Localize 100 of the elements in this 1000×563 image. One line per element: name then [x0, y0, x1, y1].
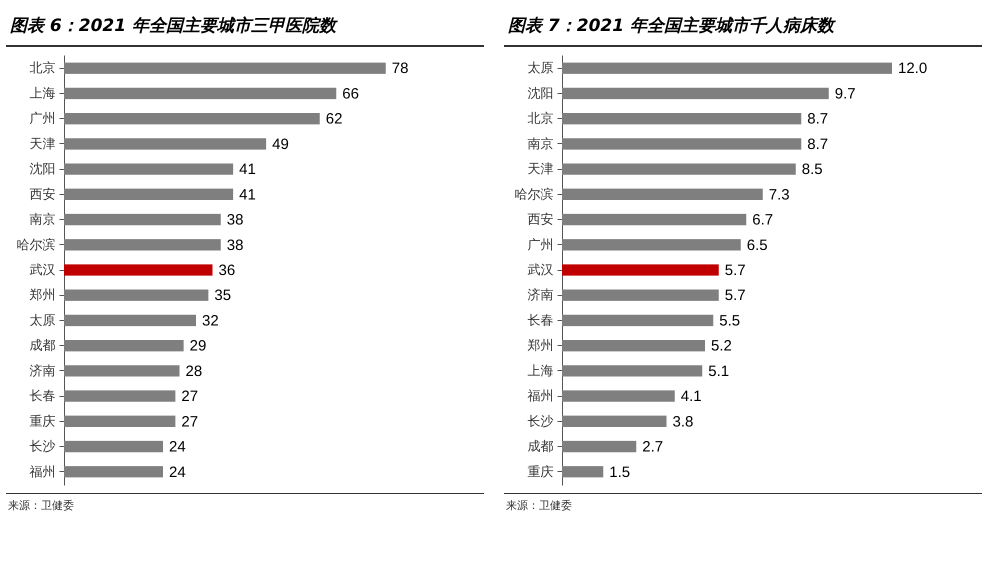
bar [562, 466, 604, 478]
data-label: 29 [190, 338, 206, 355]
data-label: 27 [181, 388, 198, 406]
y-tick-label: 武汉 [528, 263, 554, 278]
bar [64, 163, 234, 175]
bar [562, 113, 802, 124]
bar [64, 62, 386, 74]
bar [562, 264, 719, 276]
bar [64, 416, 176, 427]
data-label: 24 [169, 464, 186, 481]
bar [64, 390, 176, 402]
bar [562, 214, 746, 226]
y-tick-label: 天津 [30, 136, 56, 152]
y-tick-label: 济南 [528, 288, 554, 304]
bar [64, 113, 320, 124]
data-label: 9.7 [834, 85, 856, 102]
y-tick-label: 北京 [30, 61, 56, 76]
y-tick-label: 广州 [30, 112, 56, 127]
y-tick-label: 上海 [528, 364, 554, 379]
data-label: 5.5 [719, 312, 740, 330]
data-label: 2.7 [642, 438, 664, 456]
bar [64, 214, 221, 226]
data-label: 7.3 [768, 186, 790, 204]
bar [562, 365, 702, 377]
data-label: 36 [218, 262, 236, 279]
bar [64, 264, 212, 276]
bar [64, 239, 221, 250]
source-note: 来源：卫健委 [6, 493, 484, 517]
data-label: 1.5 [609, 464, 630, 481]
chart-title: 图表 6：2021 年全国主要城市三甲医院数 [6, 8, 484, 47]
bar [64, 440, 163, 452]
y-tick-label: 福州 [30, 464, 56, 480]
bar [562, 62, 892, 74]
y-tick-label: 太原 [528, 61, 554, 76]
data-label: 6.7 [752, 212, 774, 229]
data-label: 8.7 [807, 110, 828, 128]
y-tick-label: 郑州 [30, 288, 56, 304]
data-label: 5.7 [724, 262, 746, 279]
data-label: 8.7 [807, 136, 828, 153]
y-tick-label: 太原 [30, 313, 56, 328]
bar [562, 163, 796, 175]
data-label: 38 [226, 212, 244, 229]
bar [562, 138, 802, 150]
y-tick-label: 长沙 [30, 440, 56, 455]
y-tick-label: 重庆 [30, 414, 56, 430]
bar [562, 314, 714, 326]
data-label: 24 [169, 438, 186, 456]
y-tick-label: 西安 [528, 212, 554, 228]
y-tick-label: 广州 [528, 238, 554, 253]
bar [64, 314, 196, 326]
bar [562, 340, 705, 352]
y-tick-label: 西安 [30, 186, 56, 202]
data-label: 27 [181, 413, 198, 430]
data-label: 6.5 [746, 236, 768, 254]
y-tick-label: 上海 [30, 86, 56, 102]
data-label: 5.7 [724, 287, 746, 304]
bar [562, 290, 719, 301]
y-tick-label: 沈阳 [528, 86, 554, 102]
bar [64, 340, 184, 352]
bar [562, 390, 675, 402]
y-tick-label: 哈尔滨 [16, 236, 56, 253]
data-label: 28 [186, 362, 202, 380]
y-tick-label: 济南 [30, 364, 56, 379]
y-tick-label: 沈阳 [30, 162, 56, 178]
y-tick-label: 郑州 [528, 338, 554, 354]
data-label: 35 [214, 287, 232, 304]
data-label: 32 [202, 312, 219, 330]
bar [562, 416, 666, 427]
bar [64, 88, 336, 100]
bar [64, 365, 180, 377]
bar [64, 290, 208, 301]
data-label: 38 [226, 236, 244, 254]
data-label: 41 [239, 186, 256, 204]
bar [562, 188, 763, 200]
y-tick-label: 北京 [528, 112, 554, 127]
y-tick-label: 成都 [30, 338, 56, 354]
y-tick-label: 南京 [528, 136, 554, 152]
y-tick-label: 武汉 [30, 263, 56, 278]
y-tick-label: 南京 [30, 212, 56, 228]
data-label: 4.1 [680, 388, 702, 406]
bar [562, 440, 636, 452]
data-label: 8.5 [802, 161, 823, 178]
bar [64, 466, 163, 478]
data-label: 49 [272, 136, 289, 153]
y-tick-label: 长春 [528, 313, 554, 328]
y-tick-label: 天津 [528, 162, 554, 178]
y-tick-label: 福州 [528, 389, 554, 404]
y-tick-label: 哈尔滨 [514, 186, 554, 202]
data-label: 3.8 [672, 413, 694, 430]
data-label: 62 [326, 110, 342, 128]
data-label: 78 [392, 60, 408, 78]
data-label: 12.0 [898, 60, 928, 78]
bar [64, 188, 234, 200]
y-tick-label: 重庆 [528, 464, 554, 480]
y-tick-label: 长沙 [528, 414, 554, 430]
chart-title: 图表 7：2021 年全国主要城市千人病床数 [504, 8, 982, 47]
data-label: 41 [239, 161, 256, 178]
bar [562, 88, 829, 100]
source-note: 来源：卫健委 [504, 493, 982, 517]
data-label: 5.2 [711, 338, 732, 355]
